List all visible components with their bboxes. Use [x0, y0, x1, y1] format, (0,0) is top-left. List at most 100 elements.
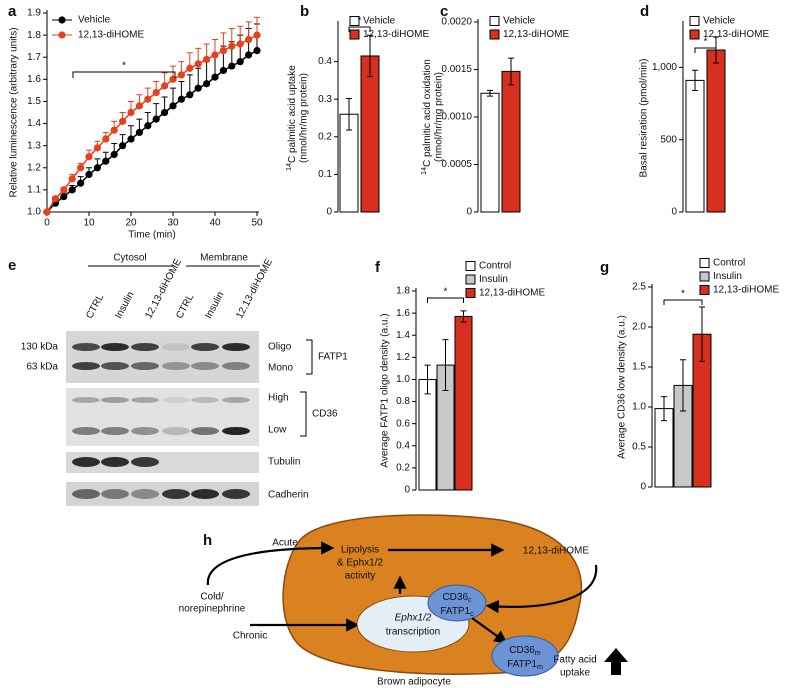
bracket	[306, 339, 313, 375]
y-tick-label: 1.4	[27, 118, 41, 129]
y-tick-label: 1.3	[27, 140, 41, 151]
series-line	[46, 49, 258, 213]
label: & Ephx1/2	[337, 558, 384, 569]
y-tick-label: 0.2	[318, 131, 332, 142]
label-sup: 14	[421, 167, 428, 175]
blot-band	[131, 489, 159, 499]
point	[127, 135, 135, 143]
point	[43, 208, 51, 216]
legend-swatch	[489, 16, 500, 26]
error-bar	[442, 339, 449, 391]
bar	[418, 378, 437, 491]
bar	[480, 92, 500, 213]
error-bar	[692, 69, 698, 92]
blot-band	[191, 489, 219, 499]
point	[102, 157, 110, 165]
annotation: *	[358, 16, 362, 27]
y-tick-label: 0.4	[318, 56, 332, 67]
y-axis-label: (nmol/hr/mg protein)	[299, 73, 310, 163]
marker-label: 130 kDa	[21, 342, 59, 353]
legend-label: Control	[713, 258, 745, 269]
panel-letter: h	[203, 532, 212, 549]
blot-panel: e Cytosol Membrane 130 kDa 63 kDa Oligo …	[8, 253, 348, 506]
x-tick-label: 20	[125, 218, 137, 229]
point	[177, 95, 185, 103]
label: transcription	[386, 627, 440, 638]
point	[127, 108, 135, 117]
point	[51, 195, 60, 203]
y-tick-label: 1.6	[396, 308, 410, 319]
blot-band	[191, 362, 219, 370]
y-tick-label: 0.0010	[441, 112, 472, 123]
label-part: FATP1	[440, 606, 470, 617]
y-tick-label: 1.9	[27, 8, 41, 19]
y-tick-label: 1.0	[27, 207, 41, 218]
blot-band	[72, 489, 100, 499]
protein-label: Tubulin	[268, 457, 300, 468]
blot-band	[162, 343, 190, 351]
label: CD36m	[509, 645, 541, 657]
significance-bracket	[72, 71, 176, 78]
y-tick-label: 0	[404, 485, 410, 496]
label: uptake	[560, 668, 590, 679]
label: Cold/	[200, 592, 224, 603]
point	[152, 89, 160, 97]
blot-band	[101, 362, 129, 370]
protein-label: FATP1	[318, 352, 348, 363]
diagram-panel: h Brown adipocyte Acute Lipolysis & Ephx…	[179, 514, 628, 688]
y-tick-label: 1.2	[27, 162, 41, 173]
up-arrow	[604, 648, 628, 675]
legend-swatch	[465, 274, 476, 285]
protein-label: Cadherin	[268, 490, 309, 501]
significance-bracket	[694, 47, 717, 53]
blot-band	[72, 397, 100, 403]
panel-letter: e	[8, 257, 16, 274]
arrow	[206, 541, 335, 586]
y-tick-label: 2.5	[632, 282, 646, 293]
blot-band	[131, 457, 159, 467]
error-bar	[346, 97, 352, 131]
band-label: High	[268, 393, 289, 404]
y-tick-label: 0.5	[632, 442, 646, 453]
legend-swatch	[465, 261, 476, 271]
y-tick-label: 1.0	[396, 374, 410, 385]
significance-bracket	[427, 297, 464, 303]
x-axis-label: Time (min)	[128, 230, 175, 241]
legend-swatch	[349, 16, 360, 26]
label: CD36c	[442, 592, 472, 604]
y-tick-label: 0	[640, 482, 646, 493]
point	[93, 144, 101, 152]
point	[161, 108, 169, 117]
legend-swatch	[465, 288, 476, 298]
significance-bracket	[348, 26, 371, 32]
blot-band	[72, 457, 100, 467]
blot-image	[66, 331, 259, 506]
legend-label: Insulin	[713, 271, 742, 282]
y-tick-label: 1.8	[396, 286, 410, 297]
point	[253, 46, 261, 55]
y-tick-label: 0.6	[396, 418, 410, 429]
annotation: *	[681, 289, 685, 300]
band-label: Low	[268, 425, 287, 436]
y-tick-label: 0.8	[396, 396, 410, 407]
y-tick-label: 0	[466, 207, 472, 218]
point	[211, 73, 219, 81]
blot-band	[131, 343, 159, 351]
panel-letter: c	[440, 3, 448, 20]
annotation: *	[704, 37, 708, 48]
y-tick-label: 0	[671, 207, 677, 218]
point	[161, 82, 169, 90]
panel-letter: b	[300, 3, 309, 20]
legend-label: Vehicle	[703, 16, 736, 27]
blot-band	[72, 343, 100, 351]
y-tick-label: 1.4	[396, 330, 410, 341]
label: FATP1c	[440, 606, 474, 618]
label: activity	[345, 571, 376, 582]
point	[228, 62, 236, 70]
y-axis-label: Relative luminescence (arbitrary units)	[9, 27, 20, 197]
point	[85, 170, 93, 179]
point	[203, 55, 211, 64]
point	[169, 102, 177, 110]
y-axis-label: 14C palmitic acid uptake	[286, 65, 298, 171]
lane-label: Insulin	[113, 290, 136, 321]
